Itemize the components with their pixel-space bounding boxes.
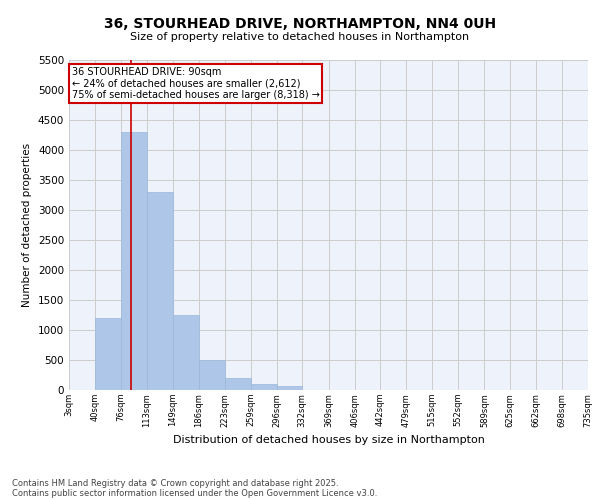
Y-axis label: Number of detached properties: Number of detached properties: [22, 143, 32, 307]
Text: 36 STOURHEAD DRIVE: 90sqm
← 24% of detached houses are smaller (2,612)
75% of se: 36 STOURHEAD DRIVE: 90sqm ← 24% of detac…: [71, 66, 319, 100]
Bar: [251, 384, 277, 390]
Text: 36, STOURHEAD DRIVE, NORTHAMPTON, NN4 0UH: 36, STOURHEAD DRIVE, NORTHAMPTON, NN4 0U…: [104, 18, 496, 32]
X-axis label: Distribution of detached houses by size in Northampton: Distribution of detached houses by size …: [173, 435, 484, 445]
Text: Contains HM Land Registry data © Crown copyright and database right 2025.: Contains HM Land Registry data © Crown c…: [12, 478, 338, 488]
Bar: [199, 360, 225, 390]
Text: Size of property relative to detached houses in Northampton: Size of property relative to detached ho…: [130, 32, 470, 42]
Bar: [173, 315, 199, 390]
Bar: [95, 318, 121, 390]
Bar: [121, 132, 147, 390]
Bar: [147, 192, 173, 390]
Text: Contains public sector information licensed under the Open Government Licence v3: Contains public sector information licen…: [12, 488, 377, 498]
Bar: [277, 386, 302, 390]
Bar: [225, 378, 251, 390]
